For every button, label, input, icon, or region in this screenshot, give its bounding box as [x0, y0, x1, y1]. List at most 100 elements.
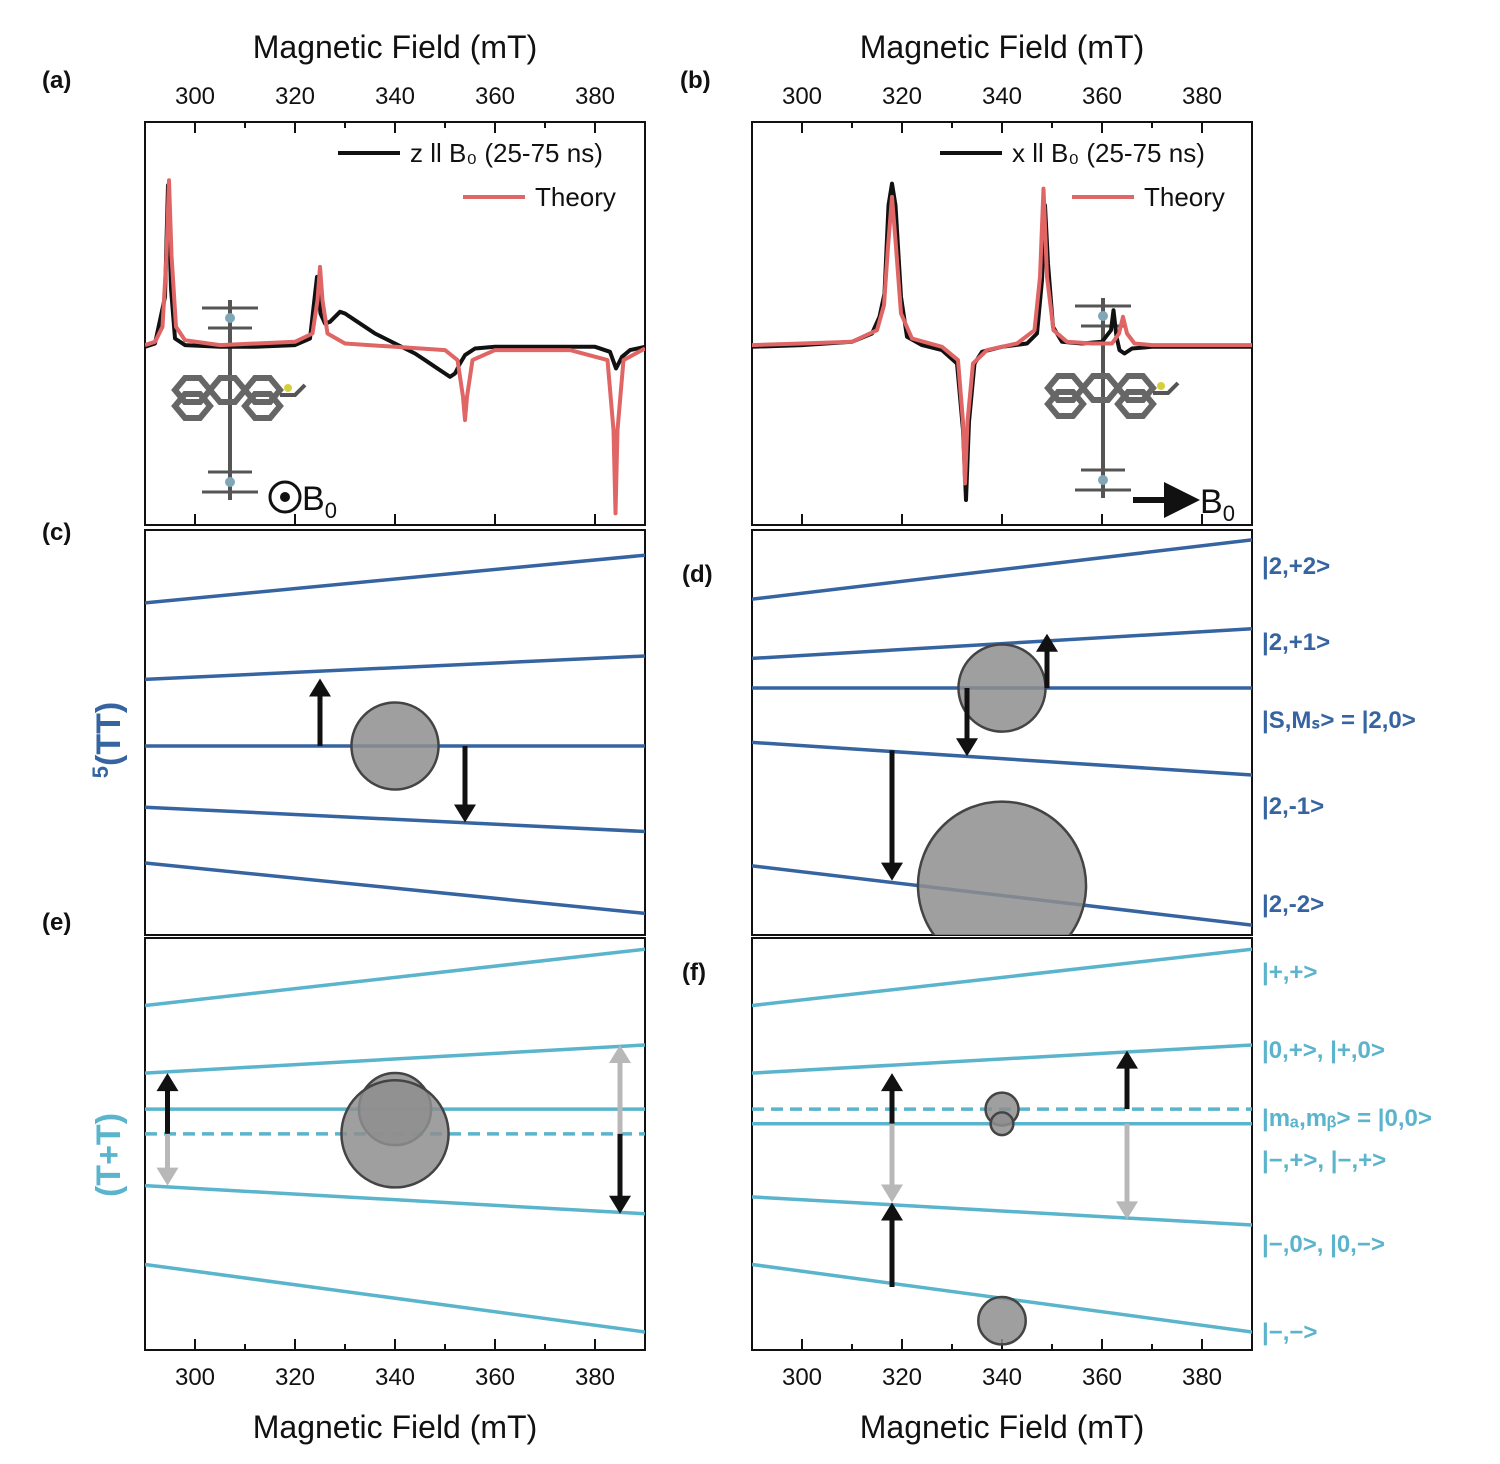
panel-f-frame	[751, 937, 1253, 1351]
tick-label-e-300: 300	[175, 1364, 215, 1391]
level-f-0	[752, 947, 1252, 1008]
state-label-f-5: |−,−>	[1262, 1319, 1317, 1346]
field-label-a: B0	[302, 480, 337, 523]
field-indicator-a: B0	[268, 480, 337, 523]
side-label-tplus: (T+T)	[90, 1113, 128, 1197]
state-label-f-3: |−,+>, |−,+>	[1262, 1147, 1386, 1174]
tick-label-b-360: 360	[1082, 83, 1122, 110]
panel-b-ticks	[751, 122, 1253, 525]
tick-label-b-380: 380	[1182, 83, 1222, 110]
svg-text:5(TT): 5(TT)	[88, 702, 128, 778]
tick-label-e-380: 380	[575, 1364, 615, 1391]
state-label-f-1: |0,+>, |+,0>	[1262, 1037, 1385, 1064]
panel-e-content	[145, 947, 645, 1334]
molecule-icon-b	[1044, 298, 1180, 498]
transition-head-f-1	[881, 1184, 903, 1203]
state-label-d-1: |2,+1>	[1262, 629, 1330, 656]
tick-label-f-320: 320	[882, 1364, 922, 1391]
spectrum-a-experiment	[145, 183, 645, 379]
tick-label-b-340: 340	[982, 83, 1022, 110]
panel-label-c: (c)	[42, 519, 71, 546]
tick-label-e-320: 320	[275, 1364, 315, 1391]
population-f-2	[977, 1295, 1027, 1346]
transition-head-c-0	[309, 678, 331, 697]
panel-f-content	[752, 947, 1252, 1346]
spectrum-a-theory	[145, 178, 645, 516]
transition-head-e-0	[156, 1073, 179, 1092]
field-indicator-b: B0	[1133, 482, 1235, 526]
level-d-3	[752, 740, 1252, 777]
panel-a-content	[145, 178, 645, 516]
tick-label-e-360: 360	[475, 1364, 515, 1391]
population-d-1	[916, 800, 1088, 935]
level-e-5	[145, 1262, 645, 1334]
level-e-1	[145, 1043, 645, 1075]
tick-label-f-300: 300	[782, 1364, 822, 1391]
tick-label-f-360: 360	[1082, 1364, 1122, 1391]
level-c-4	[145, 861, 645, 916]
tick-label-a-300: 300	[175, 83, 215, 110]
panel-label-f: (f)	[682, 959, 706, 986]
state-label-f-0: |+,+>	[1262, 959, 1317, 986]
state-label-d-0: |2,+2>	[1262, 553, 1330, 580]
tick-label-b-320: 320	[882, 83, 922, 110]
side-label-tt: 5(TT)	[88, 702, 128, 778]
level-f-1	[752, 1043, 1252, 1075]
state-labels-d: |2,+2> |2,+1> |S,Mₛ> = |2,0> |2,-1> |2,-…	[1262, 553, 1416, 918]
molecule-icon-a	[171, 300, 307, 500]
state-label-d-2: |S,Mₛ> = |2,0>	[1262, 707, 1416, 734]
transition-head-d-2	[881, 862, 903, 881]
population-f-1	[989, 1111, 1015, 1137]
transition-head-f-2	[881, 1202, 903, 1221]
level-c-0	[145, 553, 645, 605]
panel-d-content	[752, 538, 1252, 935]
panel-b: 300 320 340 360 380	[751, 83, 1253, 526]
panel-e: 300 320 340 360 380	[144, 937, 646, 1391]
transition-head-c-1	[454, 804, 476, 823]
axis-title-bottom-left: Magnetic Field (mT)	[253, 1409, 538, 1445]
state-label-d-3: |2,-1>	[1262, 793, 1324, 820]
state-label-f-2: |mₐ,mᵦ> = |0,0>	[1262, 1105, 1432, 1132]
population-d-0	[957, 643, 1047, 733]
transition-head-e-2	[609, 1044, 631, 1063]
tick-label-f-380: 380	[1182, 1364, 1222, 1391]
legend-b-exp: x ll B₀ (25-75 ns)	[1012, 138, 1205, 168]
level-c-1	[145, 654, 645, 682]
state-label-d-4: |2,-2>	[1262, 891, 1324, 918]
tick-label-e-340: 340	[375, 1364, 415, 1391]
panel-c	[144, 529, 646, 936]
panel-label-d: (d)	[682, 561, 713, 588]
spectrum-b-theory	[752, 186, 1252, 486]
panel-d	[751, 529, 1253, 936]
field-label-b: B0	[1200, 483, 1235, 526]
panel-label-b: (b)	[680, 67, 711, 94]
panel-label-e: (e)	[42, 909, 71, 936]
state-labels-f: |+,+> |0,+>, |+,0> |mₐ,mᵦ> = |0,0> |−,+>…	[1262, 959, 1432, 1346]
tick-label-a-360: 360	[475, 83, 515, 110]
axis-title-top-left: Magnetic Field (mT)	[253, 29, 538, 65]
legend-a: z ll B₀ (25-75 ns) Theory	[338, 138, 616, 212]
transition-head-f-3	[1116, 1050, 1138, 1069]
tick-label-a-380: 380	[575, 83, 615, 110]
panel-e-ticks	[144, 1339, 646, 1350]
transition-head-f-4	[1116, 1201, 1138, 1220]
axis-title-bottom-right: Magnetic Field (mT)	[860, 1409, 1145, 1445]
state-label-f-4: |−,0>, |0,−>	[1262, 1231, 1385, 1258]
population-c-0	[350, 701, 440, 791]
level-e-4	[145, 1183, 645, 1216]
transition-head-d-1	[956, 738, 978, 757]
panel-a-ticks	[144, 122, 646, 525]
tick-label-a-340: 340	[375, 83, 415, 110]
transition-head-f-0	[881, 1073, 903, 1092]
level-d-0	[752, 538, 1252, 601]
panel-f: 300 320 340 360 380	[751, 937, 1253, 1391]
panel-f-ticks	[751, 1339, 1253, 1350]
legend-a-exp: z ll B₀ (25-75 ns)	[410, 138, 603, 168]
panel-label-a: (a)	[42, 67, 71, 94]
tick-label-b-300: 300	[782, 83, 822, 110]
level-e-0	[145, 947, 645, 1008]
population-e-1	[340, 1079, 450, 1189]
transition-head-e-3	[609, 1195, 631, 1214]
panel-c-frame	[144, 529, 646, 936]
